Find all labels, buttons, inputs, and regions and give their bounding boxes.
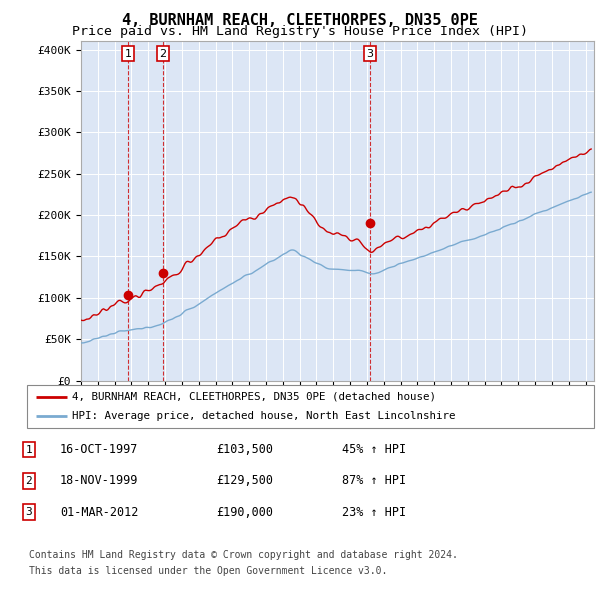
Text: Contains HM Land Registry data © Crown copyright and database right 2024.: Contains HM Land Registry data © Crown c… bbox=[29, 550, 458, 560]
Text: 3: 3 bbox=[25, 507, 32, 517]
Text: 16-OCT-1997: 16-OCT-1997 bbox=[60, 443, 139, 456]
Text: This data is licensed under the Open Government Licence v3.0.: This data is licensed under the Open Gov… bbox=[29, 566, 387, 576]
Text: 4, BURNHAM REACH, CLEETHORPES, DN35 0PE (detached house): 4, BURNHAM REACH, CLEETHORPES, DN35 0PE … bbox=[73, 392, 436, 402]
Text: 1: 1 bbox=[124, 49, 131, 59]
Text: 2: 2 bbox=[160, 49, 167, 59]
Text: £103,500: £103,500 bbox=[216, 443, 273, 456]
Text: 45% ↑ HPI: 45% ↑ HPI bbox=[342, 443, 406, 456]
Text: Price paid vs. HM Land Registry's House Price Index (HPI): Price paid vs. HM Land Registry's House … bbox=[72, 25, 528, 38]
Text: £129,500: £129,500 bbox=[216, 474, 273, 487]
Text: 18-NOV-1999: 18-NOV-1999 bbox=[60, 474, 139, 487]
Text: £190,000: £190,000 bbox=[216, 506, 273, 519]
Text: 2: 2 bbox=[25, 476, 32, 486]
Text: 01-MAR-2012: 01-MAR-2012 bbox=[60, 506, 139, 519]
Text: HPI: Average price, detached house, North East Lincolnshire: HPI: Average price, detached house, Nort… bbox=[73, 411, 456, 421]
Text: 1: 1 bbox=[25, 445, 32, 454]
Text: 87% ↑ HPI: 87% ↑ HPI bbox=[342, 474, 406, 487]
Text: 23% ↑ HPI: 23% ↑ HPI bbox=[342, 506, 406, 519]
Text: 4, BURNHAM REACH, CLEETHORPES, DN35 0PE: 4, BURNHAM REACH, CLEETHORPES, DN35 0PE bbox=[122, 13, 478, 28]
Text: 3: 3 bbox=[366, 49, 373, 59]
